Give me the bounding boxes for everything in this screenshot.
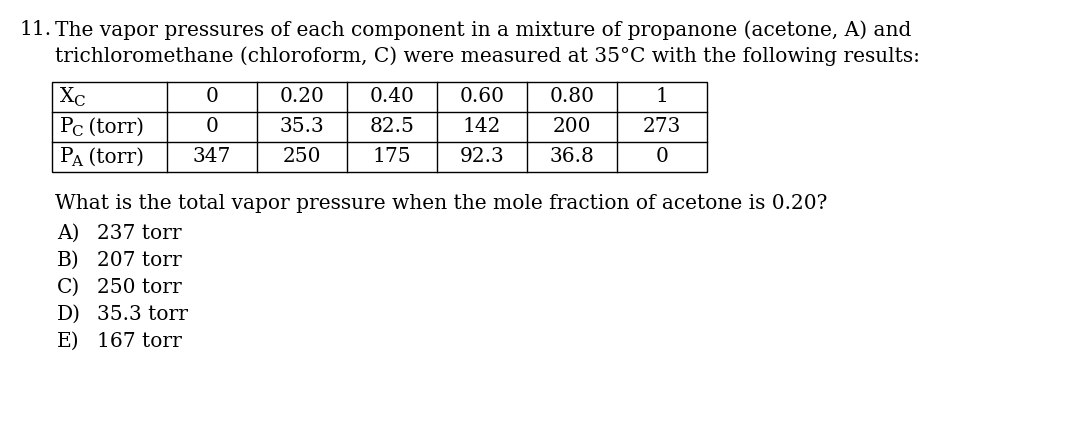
Text: 175: 175 <box>373 148 411 167</box>
Text: 0: 0 <box>205 87 219 107</box>
Text: 0.80: 0.80 <box>550 87 595 107</box>
Text: 0.60: 0.60 <box>459 87 504 107</box>
Text: The vapor pressures of each component in a mixture of propanone (acetone, A) and: The vapor pressures of each component in… <box>54 20 911 40</box>
Text: C: C <box>73 95 84 109</box>
Text: 0: 0 <box>656 148 669 167</box>
Text: 36.8: 36.8 <box>550 148 595 167</box>
Text: 92.3: 92.3 <box>459 148 504 167</box>
Text: P: P <box>60 148 74 167</box>
Text: 167 torr: 167 torr <box>97 332 182 351</box>
Text: 35.3 torr: 35.3 torr <box>97 305 188 324</box>
Text: 0: 0 <box>205 117 219 136</box>
Text: 0.40: 0.40 <box>370 87 414 107</box>
Text: X: X <box>60 87 75 107</box>
Text: What is the total vapor pressure when the mole fraction of acetone is 0.20?: What is the total vapor pressure when th… <box>54 194 828 213</box>
Text: 35.3: 35.3 <box>280 117 325 136</box>
Text: 1: 1 <box>656 87 669 107</box>
Text: C): C) <box>57 278 80 297</box>
Text: D): D) <box>57 305 81 324</box>
Text: P: P <box>60 117 74 136</box>
Text: 237 torr: 237 torr <box>97 224 182 243</box>
Text: 250: 250 <box>283 148 321 167</box>
Text: 200: 200 <box>553 117 592 136</box>
Text: 0.20: 0.20 <box>280 87 325 107</box>
Text: (torr): (torr) <box>82 148 144 167</box>
Text: A: A <box>70 155 82 169</box>
Text: E): E) <box>57 332 80 351</box>
Text: (torr): (torr) <box>82 117 144 136</box>
Text: 82.5: 82.5 <box>370 117 414 136</box>
Text: 347: 347 <box>193 148 231 167</box>
Text: trichloromethane (chloroform, C) were measured at 35°C with the following result: trichloromethane (chloroform, C) were me… <box>54 46 920 66</box>
Bar <box>52 82 707 172</box>
Text: B): B) <box>57 251 80 270</box>
Text: 207 torr: 207 torr <box>97 251 182 270</box>
Text: C: C <box>70 125 82 139</box>
Text: 11.: 11. <box>20 20 52 39</box>
Text: 142: 142 <box>462 117 501 136</box>
Text: 250 torr: 250 torr <box>97 278 182 297</box>
Text: 273: 273 <box>643 117 681 136</box>
Text: A): A) <box>57 224 79 243</box>
